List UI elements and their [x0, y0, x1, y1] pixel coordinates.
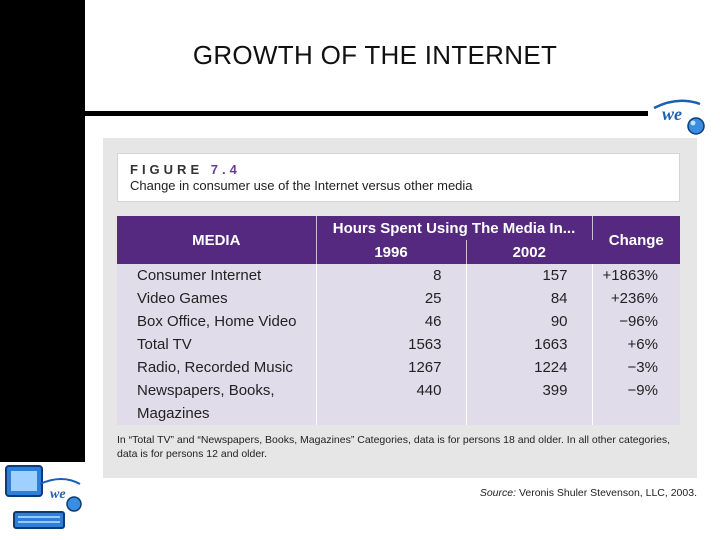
- table-row: Newspapers, Books, Magazines 440 399 −9%: [117, 379, 680, 425]
- table-row: Consumer Internet 8 157 +1863%: [117, 264, 680, 287]
- hours-1996-cell: 1267: [316, 356, 467, 379]
- media-cell: Total TV: [117, 333, 317, 356]
- media-cell: Box Office, Home Video: [117, 310, 317, 333]
- table-row: Box Office, Home Video 46 90 −96%: [117, 310, 680, 333]
- change-cell: +6%: [592, 333, 680, 356]
- slide-title: GROWTH OF THE INTERNET: [192, 40, 558, 70]
- source-text: Veronis Shuler Stevenson, LLC, 2003.: [518, 487, 697, 499]
- hours-2002-cell: 90: [466, 310, 593, 333]
- table-footnote: In “Total TV” and “Newspapers, Books, Ma…: [117, 434, 671, 460]
- media-line-2: Magazines: [137, 405, 210, 422]
- change-cell: +236%: [592, 287, 680, 310]
- hours-1996-cell: 25: [316, 287, 467, 310]
- media-cell: Newspapers, Books, Magazines: [117, 379, 317, 425]
- change-cell: −9%: [592, 379, 680, 425]
- we-logo-icon: we: [653, 99, 705, 135]
- media-hours-table: MEDIA Hours Spent Using The Media In... …: [117, 216, 680, 425]
- header-year-2002: 2002: [466, 240, 592, 264]
- title-divider: [85, 111, 648, 116]
- change-cell: −96%: [592, 310, 680, 333]
- hours-2002-cell: 84: [466, 287, 593, 310]
- left-black-bar: [0, 0, 85, 462]
- header-year-1996: 1996: [316, 240, 467, 264]
- media-cell: Video Games: [117, 287, 317, 310]
- table-row: Video Games 25 84 +236%: [117, 287, 680, 310]
- table-row: Radio, Recorded Music 1267 1224 −3%: [117, 356, 680, 379]
- header-change: Change: [592, 216, 680, 264]
- media-line-1: Newspapers, Books,: [137, 382, 275, 399]
- hours-1996-cell: 8: [316, 264, 467, 287]
- source-label: Source:: [479, 487, 517, 499]
- hours-1996-cell: 46: [316, 310, 467, 333]
- figure-header: FIGURE 7.4 Change in consumer use of the…: [117, 153, 680, 202]
- hours-1996-cell: 1563: [316, 333, 467, 356]
- change-cell: +1863%: [592, 264, 680, 287]
- hours-2002-cell: 1224: [466, 356, 593, 379]
- logo-text: we: [662, 104, 682, 124]
- media-cell: Radio, Recorded Music: [117, 356, 317, 379]
- hours-2002-cell: 399: [466, 379, 593, 425]
- computer-logo-icon: we: [5, 465, 82, 529]
- change-cell: −3%: [592, 356, 680, 379]
- source-credit: Source: Veronis Shuler Stevenson, LLC, 2…: [117, 487, 697, 499]
- table-year-row: 1996 2002: [117, 240, 680, 264]
- table-header-row: MEDIA Hours Spent Using The Media In... …: [117, 216, 680, 264]
- media-cell: Consumer Internet: [117, 264, 317, 287]
- figure-label: FIGURE 7.4: [130, 162, 667, 177]
- hours-1996-cell: 440: [316, 379, 467, 425]
- hours-2002-cell: 1663: [466, 333, 593, 356]
- figure-label-text: FIGURE: [130, 162, 204, 177]
- table-row: Total TV 1563 1663 +6%: [117, 333, 680, 356]
- svg-text:we: we: [50, 487, 66, 502]
- figure-caption: Change in consumer use of the Internet v…: [130, 178, 473, 193]
- header-hours: Hours Spent Using The Media In...: [316, 216, 593, 240]
- hours-2002-cell: 157: [466, 264, 593, 287]
- header-media: MEDIA: [117, 216, 317, 264]
- figure-number: 7.4: [210, 162, 241, 177]
